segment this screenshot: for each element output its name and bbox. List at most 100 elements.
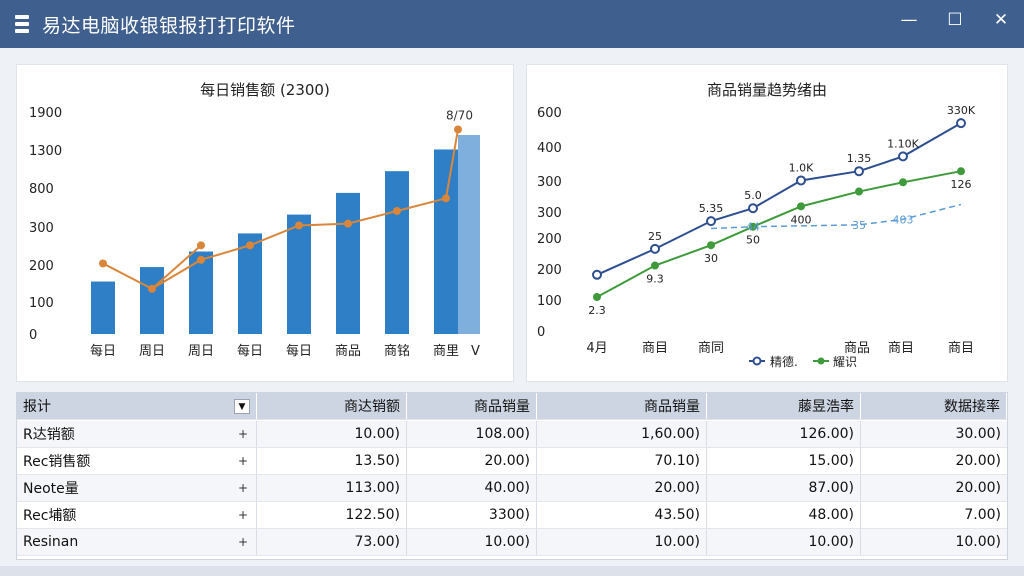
x-tick-label: 商目: [642, 341, 668, 356]
data-point: [749, 222, 757, 231]
table-row[interactable]: Rec销售额 + 13.50) 20.00) 70.10) 15.00) 20.00): [17, 448, 1007, 475]
table-header-cell[interactable]: 商达销额: [257, 393, 407, 419]
y-tick-label: 100: [537, 294, 562, 309]
table-header-cell[interactable]: 商品销量: [407, 393, 537, 419]
expand-row-icon[interactable]: +: [237, 508, 248, 522]
data-label: 330K: [947, 104, 976, 117]
expand-row-icon[interactable]: +: [237, 427, 248, 441]
cell-value: 20.00): [484, 453, 530, 469]
table-cell[interactable]: 40.00): [407, 475, 537, 501]
table-cell[interactable]: 1,60.00): [537, 421, 707, 447]
y-tick-label: 0: [29, 328, 37, 343]
table-cell[interactable]: 108.00): [407, 421, 537, 447]
table-header-cell[interactable]: 商品销量: [537, 393, 707, 419]
data-label: 30: [704, 252, 718, 265]
data-point: [854, 166, 864, 177]
cell-value: 126.00): [799, 426, 854, 442]
title-bar[interactable]: 易达电脑收银银报打打印软件 — ☐ ✕: [0, 0, 1024, 48]
y-tick-label: 400: [537, 141, 562, 156]
bar: [140, 267, 164, 334]
table-header-cell[interactable]: 藤昱浩率: [707, 393, 861, 419]
cell-value: 87.00): [808, 480, 854, 496]
minimize-button[interactable]: —: [900, 10, 918, 30]
table-row[interactable]: Resinan +73.00) 10.00) 10.00) 10.00) 10.00): [17, 529, 1007, 556]
data-point: [706, 216, 716, 227]
table-cell[interactable]: 20.00): [861, 475, 1007, 501]
table-cell[interactable]: 126.00): [707, 421, 861, 447]
cell-value: 70.10): [654, 453, 700, 469]
table-cell[interactable]: 73.00): [257, 529, 407, 555]
maximize-button[interactable]: ☐: [947, 10, 963, 30]
daily-sales-chart-panel: 每日销售额 (2300) 1900 1300 800 300 200 100 0 8/70 每日…: [16, 64, 514, 382]
legend-label: 精德.: [770, 354, 798, 369]
data-label: 1.10K: [887, 137, 919, 150]
data-label: 2.3: [588, 304, 606, 317]
series-line: [596, 170, 962, 298]
table-cell[interactable]: 20.00): [537, 475, 707, 501]
close-button[interactable]: ✕: [993, 10, 1009, 30]
table-cell[interactable]: 70.10): [537, 448, 707, 474]
data-point: [148, 284, 156, 293]
data-point: [796, 175, 806, 186]
table-cell[interactable]: 43.50): [537, 502, 707, 528]
table-cell[interactable]: 20.00): [407, 448, 537, 474]
y-tick-label: 300: [537, 175, 562, 190]
data-point: [650, 243, 660, 254]
y-tick-label: 1300: [29, 144, 62, 159]
series-line: [445, 129, 459, 199]
cell-value: 13.50): [354, 453, 400, 469]
table-cell[interactable]: 7.00): [861, 502, 1007, 528]
data-label: 1.35: [847, 152, 872, 165]
data-table: 报计 ▼ 商达销额 商品销量 商品销量 藤昱浩率 数据接率 R达销额 +10.00…: [16, 392, 1008, 560]
table-cell[interactable]: Rec销售额 +: [17, 448, 257, 474]
table-cell[interactable]: 10.00): [407, 529, 537, 555]
table-row[interactable]: Rec埔额 +122.50) 3300) 43.50) 48.00) 7.00): [17, 502, 1007, 529]
data-label: 5.35: [699, 202, 724, 215]
table-cell[interactable]: 10.00): [537, 529, 707, 555]
series-line: [596, 122, 962, 276]
table-cell[interactable]: Neote量 +: [17, 475, 257, 501]
table-cell[interactable]: 15.00): [707, 448, 861, 474]
x-tick-label: 商目: [888, 341, 914, 356]
expand-row-icon[interactable]: +: [237, 481, 248, 495]
table-cell[interactable]: 10.00): [707, 529, 861, 555]
table-cell[interactable]: 113.00): [257, 475, 407, 501]
table-cell[interactable]: Rec埔额 +: [17, 502, 257, 528]
table-cell[interactable]: Resinan +: [17, 529, 257, 555]
cell-value: Resinan: [23, 534, 79, 550]
x-tick-label: 周日: [139, 344, 165, 359]
data-point: [99, 259, 107, 268]
legend-swatch: [817, 357, 825, 365]
cell-value: Rec埔额: [23, 508, 77, 524]
x-tick-label: 每日: [90, 343, 116, 359]
dropdown-arrow-icon[interactable]: ▼: [234, 399, 250, 414]
table-header-cell[interactable]: 报计 ▼: [17, 393, 257, 419]
data-label: 126: [951, 178, 972, 191]
data-point: [344, 219, 352, 228]
window-title: 易达电脑收银银报打打印软件: [42, 14, 296, 37]
sales-trend-chart-panel: 商品销量趋势绪由 600 400 300 300 200 200 100 0 25 5.35 5.0…: [526, 64, 1008, 382]
table-header-cell[interactable]: 数据接率: [861, 393, 1007, 419]
cell-value: 15.00): [808, 453, 854, 469]
legend-label: 耀识: [833, 355, 857, 369]
expand-row-icon[interactable]: +: [237, 454, 248, 468]
data-label: 5.0: [744, 189, 762, 202]
table-cell[interactable]: R达销额 +: [17, 421, 257, 447]
table-cell[interactable]: 10.00): [861, 529, 1007, 555]
expand-row-icon[interactable]: +: [237, 535, 248, 549]
table-cell[interactable]: 3300): [407, 502, 537, 528]
table-cell[interactable]: 13.50): [257, 448, 407, 474]
table-cell[interactable]: 87.00): [707, 475, 861, 501]
table-cell[interactable]: 20.00): [861, 448, 1007, 474]
table-row[interactable]: Neote量 +113.00) 40.00) 20.00) 87.00) 20.00): [17, 475, 1007, 502]
table-row[interactable]: R达销额 +10.00) 108.00) 1,60.00) 126.00) 30.00): [17, 421, 1007, 448]
table-cell[interactable]: 10.00): [257, 421, 407, 447]
table-cell[interactable]: 122.50): [257, 502, 407, 528]
table-cell[interactable]: 48.00): [707, 502, 861, 528]
data-point: [592, 269, 602, 280]
data-label: 400: [791, 213, 812, 226]
table-cell[interactable]: 30.00): [861, 421, 1007, 447]
cell-value: 73.00): [354, 534, 400, 550]
y-tick-label: 200: [537, 232, 562, 247]
data-point: [797, 202, 805, 211]
